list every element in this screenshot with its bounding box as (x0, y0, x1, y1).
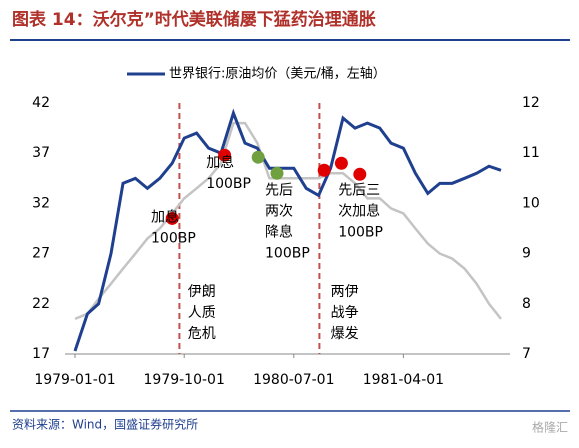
annotation: 战争 (331, 305, 359, 321)
y2-tick-label: 9 (522, 246, 531, 262)
annotation: 先后 (265, 182, 293, 198)
y2-tick-label: 12 (522, 95, 540, 111)
legend-label: 世界银行:原油均价（美元/桶，左轴） (169, 67, 386, 82)
y-tick-label: 17 (32, 346, 50, 362)
annotation: 100BP (206, 176, 251, 192)
event-marker (251, 150, 265, 164)
annotation: 100BP (265, 245, 310, 261)
source: 资料来源：Wind，国盛证券研究所 (12, 417, 198, 432)
y2-tick-label: 11 (522, 145, 540, 161)
annotation: 先后三 (338, 182, 380, 198)
event-marker (353, 167, 367, 181)
y-tick-label: 32 (32, 195, 50, 211)
x-tick-label: 1979-01-01 (34, 372, 115, 388)
event-marker (334, 156, 348, 170)
annotation: 两次 (265, 203, 293, 219)
y-tick-label: 22 (32, 296, 50, 312)
x-tick-label: 1979-10-01 (144, 372, 225, 388)
x-tick-label: 1980-07-01 (253, 372, 334, 388)
annotation: 100BP (338, 224, 383, 240)
event-marker (317, 163, 331, 177)
event-marker (270, 166, 284, 180)
annotation: 次加息 (338, 202, 380, 219)
event-marker (165, 211, 179, 225)
chart-title: 图表 14：沃尔克”时代美联储屡下猛药治理通胀 (12, 9, 376, 30)
annotation: 伊朗 (188, 284, 216, 300)
y-tick-label: 42 (32, 95, 50, 111)
watermark: 格隆汇 (532, 420, 568, 435)
annotation: 加息 (151, 208, 179, 225)
series-line (74, 121, 502, 321)
annotation: 100BP (151, 230, 196, 246)
y2-tick-label: 10 (522, 195, 540, 211)
y-tick-label: 37 (32, 145, 50, 161)
annotation: 加息 (206, 154, 234, 171)
annotation: 爆发 (331, 326, 359, 342)
annotation: 两伊 (331, 284, 359, 300)
x-tick-label: 1981-04-01 (363, 372, 444, 388)
annotation: 降息 (265, 223, 293, 240)
event-marker (218, 148, 232, 162)
series-line (73, 108, 502, 352)
y2-tick-label: 7 (522, 346, 531, 362)
annotation: 人质 (188, 305, 216, 321)
annotation: 危机 (188, 326, 216, 342)
y2-tick-label: 8 (522, 296, 531, 312)
y-tick-label: 27 (32, 246, 50, 262)
